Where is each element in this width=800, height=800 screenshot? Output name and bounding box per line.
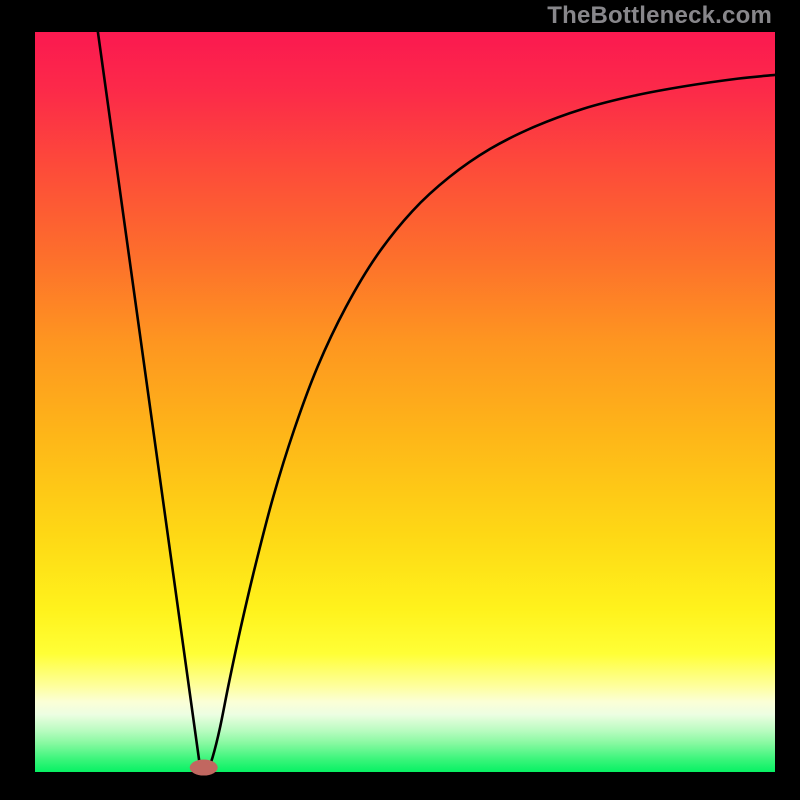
watermark-text: TheBottleneck.com	[547, 2, 772, 30]
bottleneck-chart	[0, 0, 800, 800]
plot-background	[35, 32, 775, 772]
optimal-point-marker	[190, 760, 218, 776]
chart-frame: TheBottleneck.com	[0, 0, 800, 800]
